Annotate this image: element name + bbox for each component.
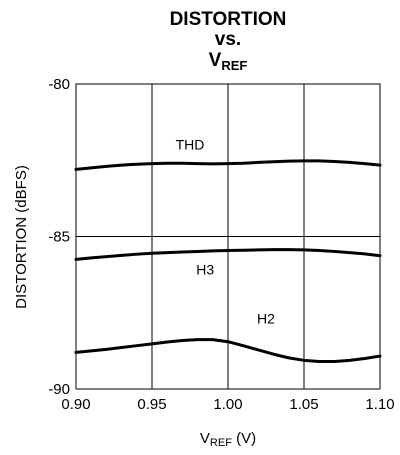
grid [76, 84, 380, 389]
chart-title: DISTORTION vs. VREF [170, 9, 287, 73]
series-label-h2: H2 [257, 310, 275, 326]
series-label-thd: THD [176, 137, 205, 153]
title-var-sub: REF [221, 58, 247, 73]
y-tick-label: -90 [48, 381, 70, 398]
y-tick-label: -80 [48, 76, 70, 93]
title-line-1: DISTORTION [170, 9, 287, 30]
x-tick-label: 0.95 [137, 396, 166, 413]
y-tick-labels: -80 -85 -90 [48, 76, 70, 398]
x-tick-labels: 0.90 0.95 1.00 1.05 1.10 [61, 396, 394, 413]
plot-area-frame [75, 83, 381, 390]
series-line-h2 [74, 338, 382, 364]
x-tick-label: 1.05 [289, 396, 318, 413]
y-axis-label: DISTORTION (dBFS) [13, 165, 30, 309]
x-tick-label: 0.90 [61, 396, 90, 413]
series-label-h3: H3 [196, 262, 214, 278]
title-line-2: vs. [215, 29, 241, 50]
series-line-thd [74, 159, 382, 171]
x-axis-label-main: V [200, 430, 210, 447]
x-tick-label: 1.00 [213, 396, 242, 413]
series-layer [74, 159, 382, 364]
x-tick-label: 1.10 [365, 396, 394, 413]
title-line-3: VREF [209, 50, 248, 73]
x-axis-label-sub: REF [210, 437, 232, 449]
y-tick-label: -85 [48, 229, 70, 246]
x-axis-label-unit: (V) [232, 430, 256, 447]
series-labels: THD H3 H2 [176, 137, 276, 327]
title-var-main: V [209, 50, 222, 71]
series-line-h3 [74, 248, 382, 261]
x-axis-label: VREF (V) [200, 430, 256, 449]
